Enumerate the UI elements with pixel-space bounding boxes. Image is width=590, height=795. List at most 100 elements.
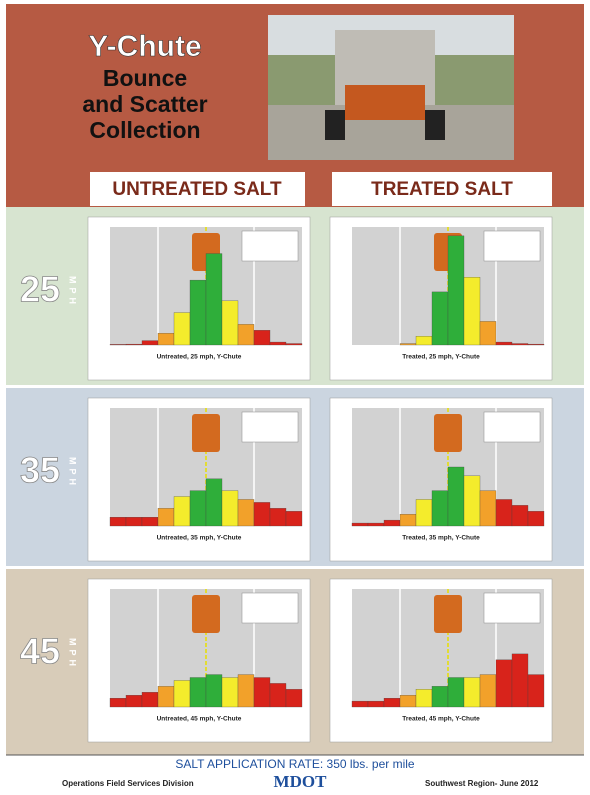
bar bbox=[173, 680, 191, 708]
legend-box bbox=[483, 411, 541, 443]
bar bbox=[157, 508, 175, 527]
bar bbox=[253, 330, 271, 346]
photo bbox=[268, 15, 514, 160]
bar bbox=[221, 490, 239, 527]
chart-caption: Treated, 45 mph, Y-Chute bbox=[402, 716, 480, 723]
speed-unit: MPH bbox=[68, 457, 78, 489]
bar bbox=[157, 333, 175, 346]
bar bbox=[285, 689, 303, 708]
bar bbox=[221, 300, 239, 346]
bar bbox=[415, 689, 433, 708]
bar bbox=[431, 490, 449, 527]
chart-caption: Untreated, 35 mph, Y-Chute bbox=[157, 535, 242, 542]
legend-box bbox=[241, 592, 299, 624]
bar bbox=[399, 695, 417, 708]
bar bbox=[463, 276, 481, 346]
bar bbox=[431, 686, 449, 708]
bar bbox=[141, 517, 159, 527]
bar bbox=[511, 505, 529, 527]
bar bbox=[399, 514, 417, 527]
bar bbox=[495, 659, 513, 708]
bar bbox=[383, 519, 401, 527]
legend-box bbox=[483, 230, 541, 262]
bar bbox=[495, 341, 513, 346]
bar bbox=[527, 674, 545, 708]
bar bbox=[383, 698, 401, 708]
bar bbox=[495, 499, 513, 527]
chart-caption: Treated, 25 mph, Y-Chute bbox=[402, 354, 480, 361]
bar bbox=[205, 674, 223, 708]
column-label: TREATED SALT bbox=[371, 179, 513, 200]
bar bbox=[511, 653, 529, 708]
speed: 35 bbox=[20, 450, 60, 491]
title-line: Y-Chute bbox=[88, 30, 201, 63]
truck-icon bbox=[192, 414, 220, 452]
bar bbox=[237, 674, 255, 708]
bar bbox=[285, 343, 303, 346]
bar bbox=[479, 490, 497, 527]
bar bbox=[447, 235, 465, 346]
bar bbox=[237, 499, 255, 527]
bar bbox=[125, 343, 143, 346]
legend-box bbox=[241, 411, 299, 443]
column-label: UNTREATED SALT bbox=[112, 179, 282, 200]
bar bbox=[157, 686, 175, 708]
bar bbox=[205, 253, 223, 346]
bar bbox=[237, 324, 255, 346]
title-line: Collection bbox=[89, 117, 200, 143]
bar bbox=[125, 695, 143, 708]
bar bbox=[463, 475, 481, 527]
bar bbox=[285, 511, 303, 527]
bar bbox=[189, 490, 207, 527]
bar bbox=[269, 683, 287, 708]
bar bbox=[109, 344, 127, 346]
speed: 25 bbox=[20, 269, 60, 310]
column-box bbox=[90, 172, 305, 206]
truck-icon bbox=[434, 414, 462, 452]
bar bbox=[109, 517, 127, 527]
bar bbox=[399, 343, 417, 346]
bar bbox=[351, 700, 369, 708]
title-line: and Scatter bbox=[82, 91, 207, 117]
truck-icon bbox=[434, 595, 462, 633]
bar bbox=[479, 321, 497, 346]
bar bbox=[431, 291, 449, 346]
bar bbox=[253, 502, 271, 527]
bar bbox=[415, 335, 433, 346]
bar bbox=[269, 341, 287, 346]
bar bbox=[527, 343, 545, 346]
bar bbox=[415, 499, 433, 527]
bar bbox=[109, 698, 127, 708]
bar bbox=[479, 674, 497, 708]
bar bbox=[367, 522, 385, 527]
bar bbox=[141, 692, 159, 708]
speed-unit: MPH bbox=[68, 276, 78, 308]
truck-icon bbox=[192, 595, 220, 633]
bar bbox=[189, 279, 207, 346]
chart-caption: Untreated, 25 mph, Y-Chute bbox=[157, 354, 242, 361]
chart-caption: Untreated, 45 mph, Y-Chute bbox=[157, 716, 242, 723]
bar bbox=[173, 312, 191, 346]
bar bbox=[351, 522, 369, 527]
column-box bbox=[332, 172, 552, 206]
bar bbox=[367, 700, 385, 708]
bar bbox=[173, 496, 191, 527]
chart-caption: Treated, 35 mph, Y-Chute bbox=[402, 535, 480, 542]
bar bbox=[125, 517, 143, 527]
bar bbox=[527, 511, 545, 527]
application-rate: SALT APPLICATION RATE: 350 lbs. per mile bbox=[175, 757, 415, 771]
bar bbox=[463, 677, 481, 708]
bar bbox=[253, 677, 271, 708]
bar bbox=[221, 677, 239, 708]
bar bbox=[511, 343, 529, 346]
bar bbox=[447, 677, 465, 708]
speed: 45 bbox=[20, 631, 60, 672]
footer-left: Operations Field Services Division bbox=[62, 779, 194, 788]
bar bbox=[141, 340, 159, 346]
footer-right: Southwest Region- June 2012 bbox=[425, 779, 539, 788]
legend-box bbox=[483, 592, 541, 624]
logo: MDOT bbox=[274, 772, 328, 791]
bar bbox=[269, 508, 287, 527]
bar bbox=[205, 478, 223, 527]
